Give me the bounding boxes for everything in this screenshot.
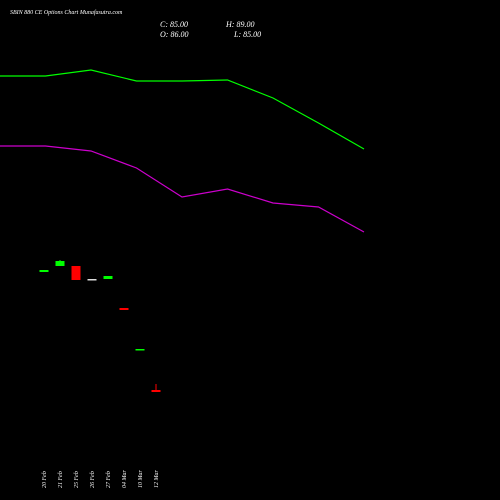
ohlc-label: L: 85.00 [233, 30, 261, 39]
x-tick-label: 20 Feb [42, 471, 48, 488]
x-tick-label: 25 Feb [74, 471, 80, 488]
indicator-line [0, 69, 365, 150]
x-tick-label: 26 Feb [90, 471, 96, 488]
candle-body [39, 270, 49, 272]
x-tick-label: 10 Mar [138, 470, 144, 488]
candle-body [135, 349, 145, 351]
candle-body [55, 261, 65, 266]
candle-body [103, 276, 113, 279]
indicator-line [0, 145, 365, 233]
x-tick-label: 21 Feb [58, 471, 64, 488]
ohlc-label: H: 89.00 [225, 20, 254, 29]
ohlc-label: C: 85.00 [160, 20, 188, 29]
chart-title: SBIN 880 CE Options Chart Munafasutra.co… [10, 9, 123, 16]
x-tick-label: 04 Mar [121, 470, 128, 488]
candle-body [87, 279, 97, 281]
candle-body [151, 390, 161, 392]
x-tick-label: 27 Feb [106, 471, 112, 488]
candle-body [119, 308, 129, 310]
ohlc-label: O: 86.00 [160, 30, 188, 39]
x-tick-label: 12 Mar [154, 470, 160, 488]
candle-body [71, 266, 81, 280]
